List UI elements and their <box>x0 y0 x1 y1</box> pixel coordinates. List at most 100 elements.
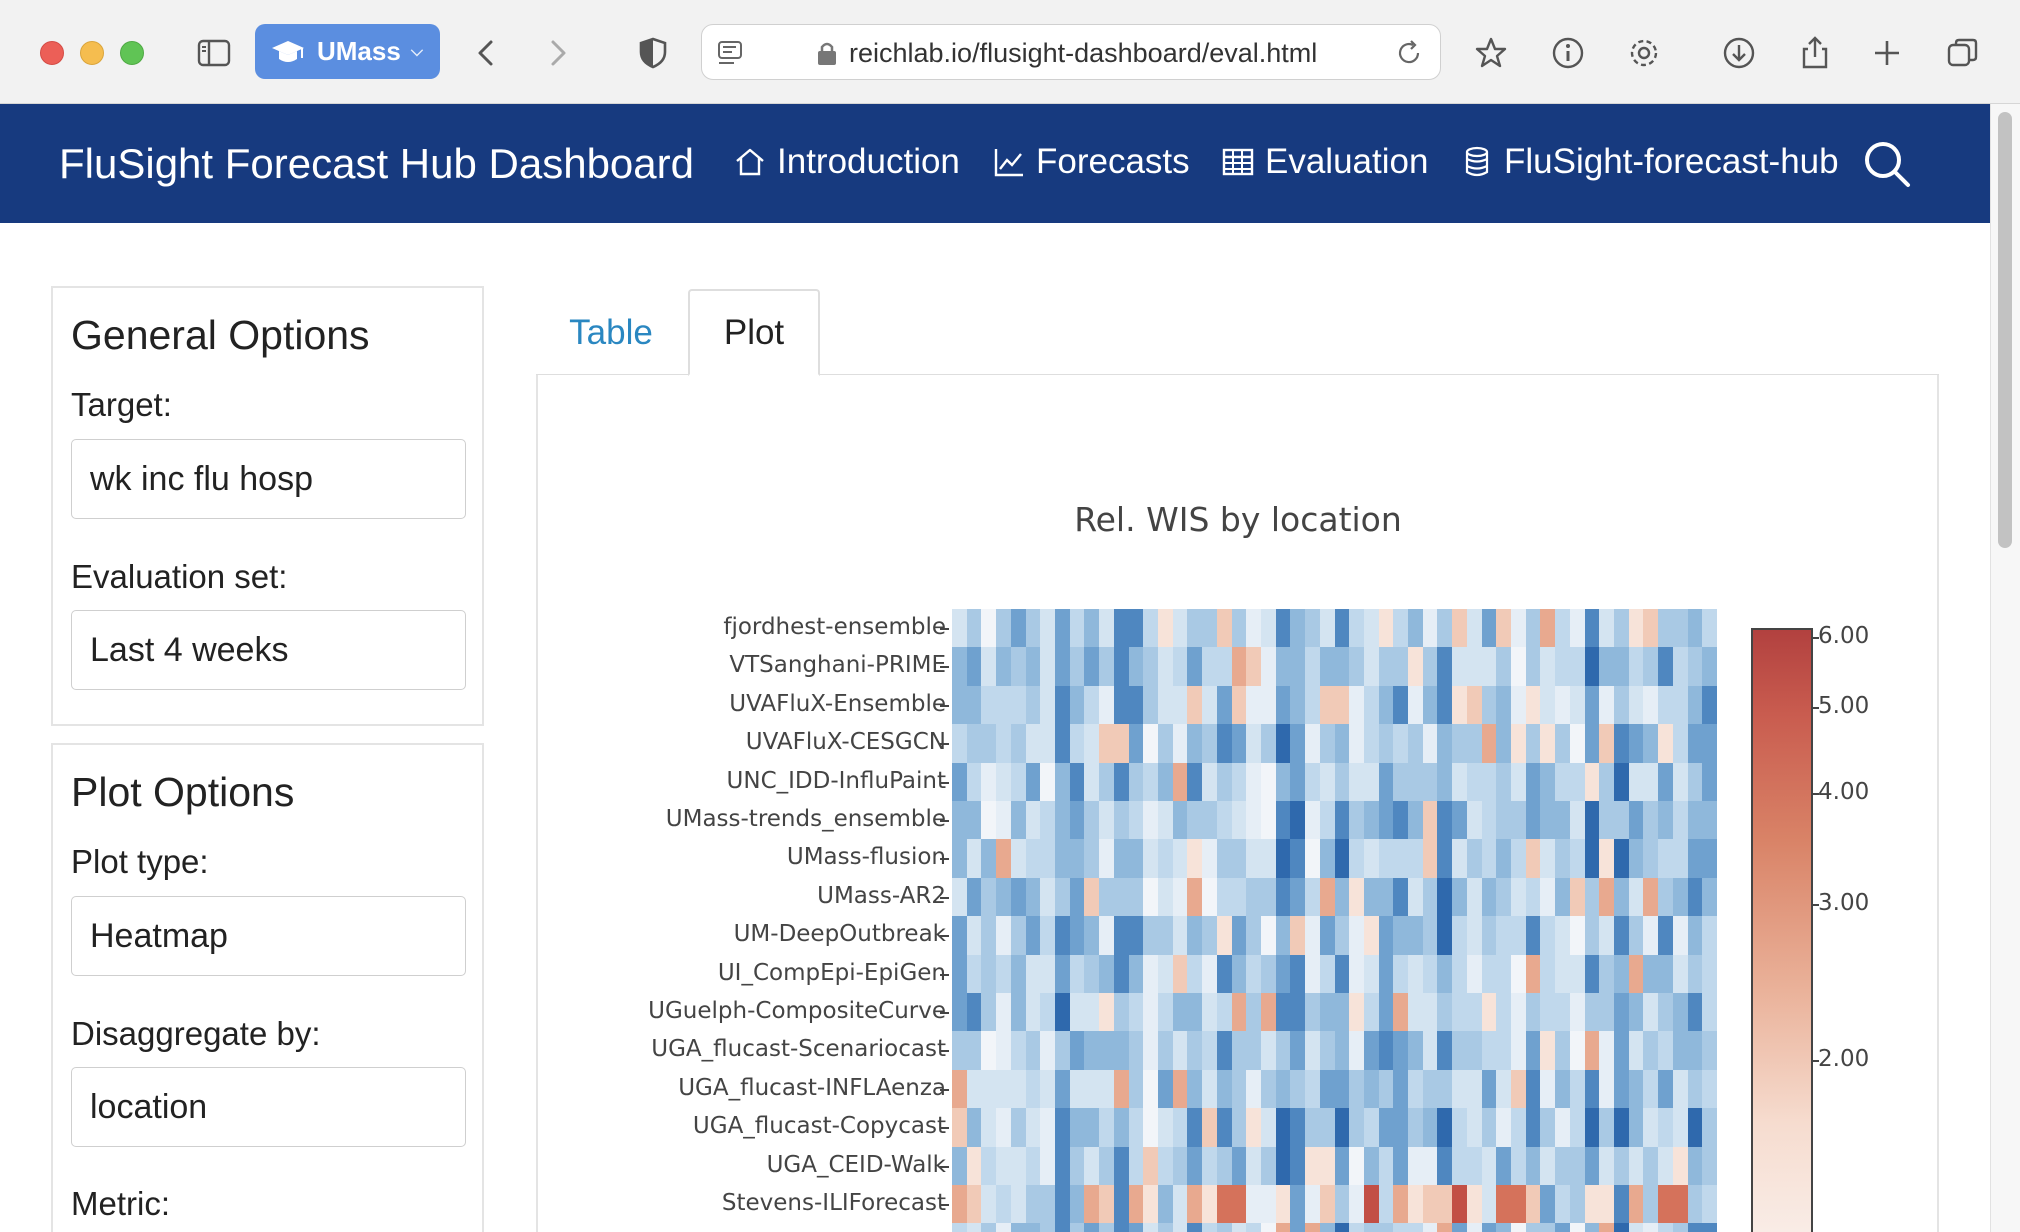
heatmap-cell[interactable] <box>1084 762 1100 802</box>
heatmap-cell[interactable] <box>981 839 997 879</box>
heatmap-cell[interactable] <box>1025 1069 1041 1109</box>
heatmap-cell[interactable] <box>1496 685 1512 725</box>
gear-icon[interactable] <box>1621 30 1667 76</box>
heatmap-cell[interactable] <box>1128 839 1144 879</box>
heatmap-cell[interactable] <box>1202 1108 1218 1148</box>
heatmap-cell[interactable] <box>1481 1031 1497 1071</box>
heatmap-cell[interactable] <box>1260 762 1277 802</box>
heatmap-cell[interactable] <box>1040 954 1056 994</box>
heatmap-cell[interactable] <box>1216 609 1232 648</box>
heatmap-cell[interactable] <box>1363 954 1380 994</box>
heatmap-cell[interactable] <box>1202 724 1218 764</box>
heatmap-cell[interactable] <box>952 1108 968 1148</box>
heatmap-cell[interactable] <box>952 1223 968 1232</box>
heatmap-cell[interactable] <box>1275 1108 1291 1148</box>
heatmap-cell[interactable] <box>1010 877 1027 917</box>
heatmap-cell[interactable] <box>1672 877 1689 917</box>
heatmap-cell[interactable] <box>1672 1146 1689 1186</box>
heatmap-cell[interactable] <box>1540 762 1556 802</box>
heatmap-cell[interactable] <box>1349 877 1365 917</box>
heatmap-cell[interactable] <box>1054 1185 1071 1224</box>
heatmap-cell[interactable] <box>1481 1185 1497 1224</box>
heatmap-cell[interactable] <box>1422 609 1438 648</box>
heatmap-cell[interactable] <box>1010 609 1027 648</box>
heatmap-cell[interactable] <box>1614 685 1630 725</box>
heatmap-cell[interactable] <box>1099 1108 1115 1148</box>
heatmap-cell[interactable] <box>1054 916 1071 956</box>
heatmap-cell[interactable] <box>1408 762 1424 802</box>
heatmap-cell[interactable] <box>1511 1069 1527 1109</box>
heatmap-cell[interactable] <box>1187 993 1203 1032</box>
heatmap-cell[interactable] <box>1422 762 1438 802</box>
heatmap-cell[interactable] <box>1143 647 1159 687</box>
heatmap-cell[interactable] <box>1275 685 1291 725</box>
heatmap-cell[interactable] <box>1260 1146 1277 1186</box>
heatmap-cell[interactable] <box>1687 1108 1703 1148</box>
heatmap-cell[interactable] <box>1466 916 1483 956</box>
heatmap-cell[interactable] <box>1466 1069 1483 1109</box>
heatmap-cell[interactable] <box>1172 954 1188 994</box>
heatmap-cell[interactable] <box>1069 1185 1085 1224</box>
heatmap-cell[interactable] <box>1452 1069 1468 1109</box>
heatmap-cell[interactable] <box>1246 877 1262 917</box>
heatmap-cell[interactable] <box>1334 993 1350 1032</box>
heatmap-cell[interactable] <box>1363 1223 1380 1232</box>
heatmap-cell[interactable] <box>1614 839 1630 879</box>
heatmap-cell[interactable] <box>1084 685 1100 725</box>
heatmap-cell[interactable] <box>981 609 997 648</box>
heatmap-cell[interactable] <box>1040 724 1056 764</box>
heatmap-cell[interactable] <box>1305 762 1321 802</box>
heatmap-cell[interactable] <box>1481 1146 1497 1186</box>
heatmap-cell[interactable] <box>1216 647 1232 687</box>
heatmap-cell[interactable] <box>981 647 997 687</box>
heatmap-cell[interactable] <box>1099 1185 1115 1224</box>
heatmap-cell[interactable] <box>1143 1069 1159 1109</box>
heatmap-cell[interactable] <box>1525 1031 1541 1071</box>
heatmap-cell[interactable] <box>1555 839 1571 879</box>
heatmap-cell[interactable] <box>1054 1031 1071 1071</box>
heatmap-cell[interactable] <box>1231 877 1247 917</box>
heatmap-cell[interactable] <box>1305 1146 1321 1186</box>
heatmap-cell[interactable] <box>1511 954 1527 994</box>
heatmap-cell[interactable] <box>1702 1146 1717 1186</box>
heatmap-cell[interactable] <box>1069 993 1085 1032</box>
heatmap-cell[interactable] <box>981 1223 997 1232</box>
heatmap-cell[interactable] <box>1408 685 1424 725</box>
heatmap-cell[interactable] <box>966 609 982 648</box>
nav-introduction[interactable]: Introduction <box>733 142 960 182</box>
heatmap-cell[interactable] <box>1319 724 1335 764</box>
heatmap-cell[interactable] <box>1305 916 1321 956</box>
heatmap-cell[interactable] <box>1349 801 1365 840</box>
heatmap-cell[interactable] <box>981 954 997 994</box>
heatmap-cell[interactable] <box>1525 801 1541 840</box>
heatmap-cell[interactable] <box>1172 839 1188 879</box>
heatmap-cell[interactable] <box>1069 1031 1085 1071</box>
heatmap-cell[interactable] <box>1172 609 1188 648</box>
heatmap-cell[interactable] <box>1702 1223 1717 1232</box>
heatmap-cell[interactable] <box>1157 685 1174 725</box>
nav-evaluation[interactable]: Evaluation <box>1221 142 1428 182</box>
heatmap-cell[interactable] <box>1069 954 1085 994</box>
heatmap-cell[interactable] <box>1349 1031 1365 1071</box>
heatmap-cell[interactable] <box>1496 1031 1512 1071</box>
heatmap-cell[interactable] <box>1025 762 1041 802</box>
heatmap-cell[interactable] <box>1378 993 1394 1032</box>
heatmap-cell[interactable] <box>1099 647 1115 687</box>
heatmap-cell[interactable] <box>1599 647 1615 687</box>
heatmap-cell[interactable] <box>1143 609 1159 648</box>
heatmap-cell[interactable] <box>1157 647 1174 687</box>
heatmap-cell[interactable] <box>1025 877 1041 917</box>
heatmap-cell[interactable] <box>996 877 1012 917</box>
heatmap-cell[interactable] <box>1334 1146 1350 1186</box>
heatmap-cell[interactable] <box>1231 993 1247 1032</box>
heatmap-cell[interactable] <box>1010 647 1027 687</box>
heatmap-cell[interactable] <box>1172 801 1188 840</box>
heatmap-cell[interactable] <box>1408 839 1424 879</box>
heatmap-cell[interactable] <box>1260 647 1277 687</box>
heatmap-cell[interactable] <box>1143 1185 1159 1224</box>
heatmap-cell[interactable] <box>1231 916 1247 956</box>
heatmap-cell[interactable] <box>1246 647 1262 687</box>
heatmap-cell[interactable] <box>1216 1185 1232 1224</box>
heatmap-cell[interactable] <box>1540 801 1556 840</box>
heatmap-cell[interactable] <box>1246 1223 1262 1232</box>
